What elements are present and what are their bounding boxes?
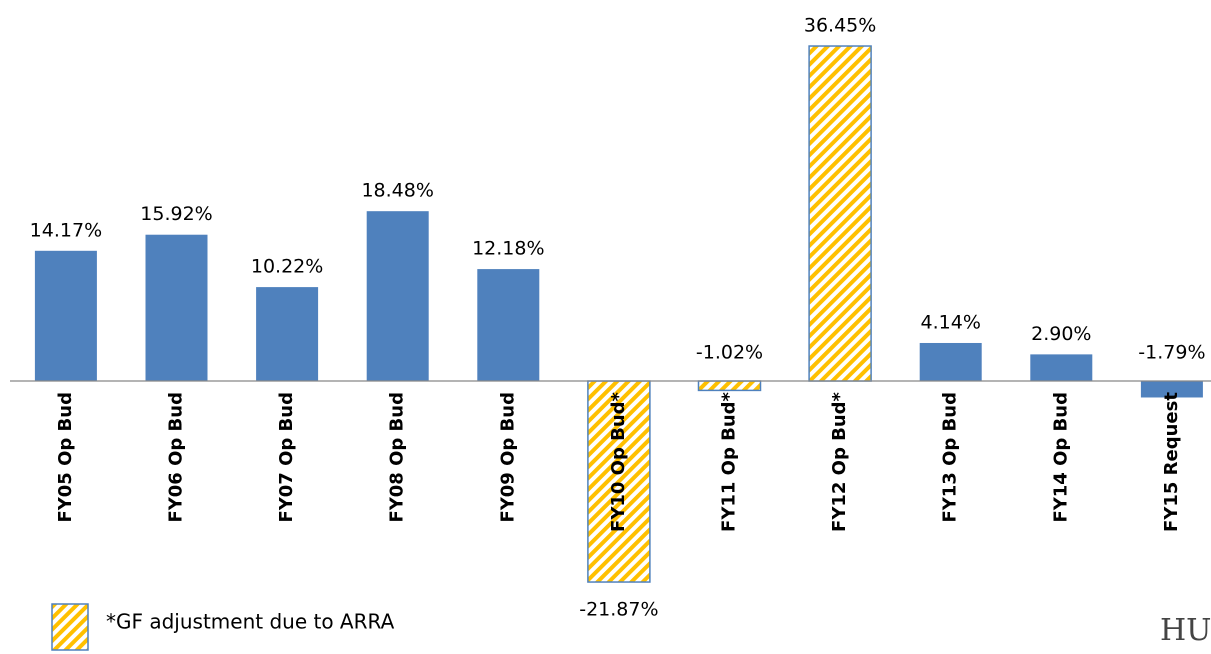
x-tick-label: FY15 Request <box>1161 392 1182 532</box>
x-tick-label: FY05 Op Bud <box>55 392 76 523</box>
value-label: 2.90% <box>1031 323 1091 345</box>
bar <box>808 45 872 382</box>
value-label: -1.79% <box>1138 342 1205 364</box>
bar <box>1030 354 1093 382</box>
value-label: 36.45% <box>804 15 876 37</box>
x-tick-label: FY14 Op Bud <box>1050 392 1071 523</box>
x-tick-label: FY12 Op Bud* <box>829 391 850 532</box>
x-tick-label: FY13 Op Bud <box>940 392 961 523</box>
x-tick-label: FY07 Op Bud <box>276 392 297 523</box>
bar <box>919 342 982 382</box>
value-label: 14.17% <box>30 219 102 241</box>
bar <box>587 380 651 583</box>
x-tick-label: FY10 Op Bud* <box>608 391 629 532</box>
value-label: -1.02% <box>696 342 763 364</box>
legend-label: *GF adjustment due to ARRA <box>106 610 395 634</box>
bar <box>256 287 319 382</box>
value-label: 10.22% <box>251 256 323 278</box>
bar <box>145 234 208 382</box>
x-tick-label: FY06 Op Bud <box>166 392 187 523</box>
bar <box>697 380 762 392</box>
value-label: 12.18% <box>472 238 544 260</box>
value-label: 18.48% <box>361 180 433 202</box>
value-label: 4.14% <box>921 311 981 333</box>
x-tick-label: FY09 Op Bud <box>497 392 518 523</box>
watermark: HU <box>1160 613 1211 648</box>
bar <box>366 211 429 382</box>
bar <box>477 269 540 382</box>
bar <box>34 250 97 382</box>
value-label: -21.87% <box>579 599 658 621</box>
value-label: 15.92% <box>140 203 212 225</box>
x-tick-label: FY08 Op Bud <box>387 392 408 523</box>
bar <box>1140 381 1203 398</box>
legend-swatch <box>51 603 89 651</box>
x-tick-label: FY11 Op Bud* <box>719 391 740 532</box>
